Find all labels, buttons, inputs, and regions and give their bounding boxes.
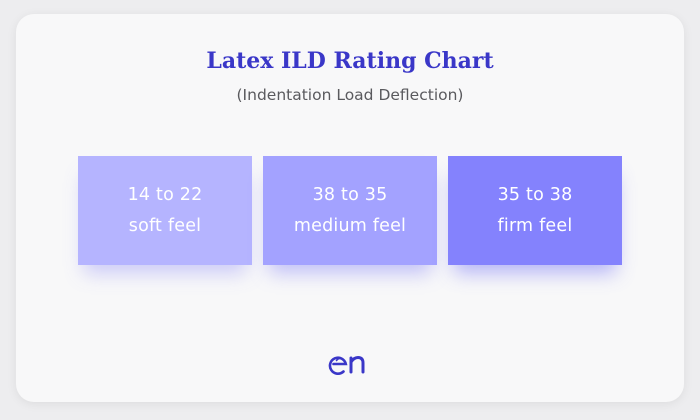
tile-label: soft feel (128, 215, 202, 236)
rating-tile-medium: 38 to 35 medium feel (263, 156, 437, 265)
chart-subtitle: (Indentation Load Deflection) (236, 86, 464, 104)
rating-tile-soft: 14 to 22 soft feel (78, 156, 252, 265)
en-logo-icon (328, 356, 365, 375)
chart-card: Latex ILD Rating Chart (Indentation Load… (16, 14, 684, 402)
tile-label: medium feel (293, 215, 407, 236)
tile-range: 38 to 35 (312, 184, 388, 205)
tile-label: firm feel (497, 215, 573, 236)
tile-range: 14 to 22 (127, 184, 203, 205)
chart-title: Latex ILD Rating Chart (206, 48, 494, 74)
tile-range: 35 to 38 (497, 184, 573, 205)
rating-tile-firm: 35 to 38 firm feel (448, 156, 622, 265)
